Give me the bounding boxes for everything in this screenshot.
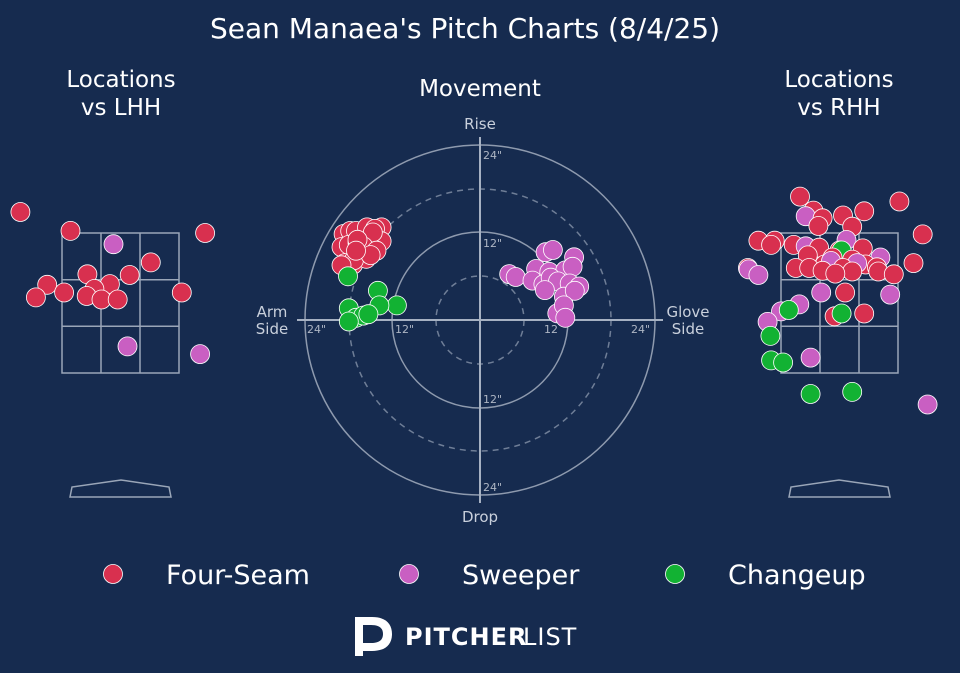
lhh-point-sweeper-16	[117, 336, 138, 357]
ring-label-right-12: 12	[544, 323, 558, 336]
movement-point-sweeper-39	[505, 267, 526, 287]
lhh-home-plate	[69, 479, 172, 498]
rhh-panel-title-line1: Locations	[784, 67, 893, 93]
lhh-point-four-seam-2	[195, 223, 216, 243]
rhh-point-four-seam-0	[790, 186, 810, 207]
lhh-point-four-seam-12	[171, 282, 192, 303]
lhh-point-four-seam-6	[119, 265, 140, 285]
movement-point-sweeper-51	[555, 307, 576, 328]
rhh-point-changeup-56	[800, 384, 821, 404]
rhh-point-changeup-48	[831, 303, 852, 324]
movement-point-changeup-24	[386, 295, 407, 316]
rhh-point-sweeper-41	[880, 284, 901, 305]
legend-marker-changeup	[665, 564, 685, 584]
rhh-point-four-seam-43	[835, 282, 855, 303]
chart-title: Sean Manaea's Pitch Charts (8/4/25)	[210, 12, 720, 45]
movement-point-sweeper-48	[564, 280, 585, 301]
brand-name-light: LIST	[523, 623, 577, 651]
lhh-point-four-seam-4	[140, 252, 161, 273]
movement-point-sweeper-37	[562, 256, 583, 277]
legend-label-sweeper: Sweeper	[462, 560, 580, 591]
legend-marker-four-seam	[103, 564, 123, 584]
movement-points	[331, 217, 590, 332]
axis-label-rise: Rise	[464, 115, 496, 133]
lhh-point-four-seam-10	[54, 282, 74, 303]
rhh-point-changeup-46	[778, 300, 799, 320]
rhh-point-four-seam-40	[883, 264, 904, 285]
lhh-panel-title-line1: Locations	[66, 67, 175, 93]
legend-label-changeup: Changeup	[728, 560, 866, 591]
rhh-point-four-seam-1	[889, 191, 910, 212]
movement-plot: 24" 12" 12" 24" 24" 12" 12 24" Rise Drop…	[256, 115, 710, 526]
rhh-point-sweeper-54	[800, 347, 821, 368]
legend-label-four-seam: Four-Seam	[166, 560, 310, 591]
movement-point-sweeper-32	[543, 240, 563, 260]
lhh-point-sweeper-17	[190, 344, 211, 365]
lhh-point-four-seam-1	[60, 220, 81, 241]
movement-point-sweeper-46	[535, 280, 555, 301]
ring-label-left-12: 12"	[395, 323, 414, 336]
rhh-point-changeup-53	[773, 352, 793, 373]
axis-label-glove-line1: Glove	[666, 303, 709, 321]
axis-label-glove-line2: Side	[672, 320, 704, 338]
rhh-location-points	[738, 186, 938, 415]
rhh-point-changeup-55	[842, 381, 863, 402]
lhh-strike-zone	[61, 232, 180, 374]
rhh-point-sweeper-57	[917, 394, 938, 415]
rhh-point-sweeper-42	[811, 282, 832, 303]
pitcherlist-p-icon	[355, 617, 392, 656]
pitcherlist-logo: PITCHER LIST	[355, 617, 577, 656]
rhh-point-four-seam-9	[912, 224, 933, 245]
ring-label-top-12: 12"	[483, 237, 502, 250]
rhh-point-four-seam-3	[854, 201, 875, 222]
lhh-point-four-seam-15	[107, 289, 128, 310]
axis-label-drop: Drop	[462, 508, 498, 526]
axis-label-arm-line2: Side	[256, 320, 288, 338]
rhh-point-changeup-51	[760, 325, 781, 346]
lhh-point-sweeper-3	[103, 234, 124, 255]
rhh-point-four-seam-36	[842, 261, 863, 282]
movement-point-changeup-22	[338, 266, 358, 287]
lhh-point-four-seam-13	[26, 287, 46, 308]
rhh-point-four-seam-38	[825, 263, 846, 284]
rhh-point-four-seam-7	[808, 216, 829, 236]
brand-name-bold: PITCHER	[405, 623, 527, 651]
movement-title: Movement	[419, 76, 541, 102]
lhh-panel-title-line2: vs LHH	[81, 95, 161, 121]
rhh-point-four-seam-49	[854, 303, 875, 324]
legend: Four-Seam Sweeper Changeup	[103, 560, 866, 591]
axis-label-arm-line1: Arm	[257, 303, 288, 321]
legend-marker-sweeper	[399, 564, 419, 584]
lhh-point-four-seam-0	[10, 202, 31, 222]
movement-point-four-seam-20	[346, 240, 366, 261]
movement-point-changeup-30	[338, 311, 359, 332]
ring-label-bottom-24: 24"	[483, 481, 502, 494]
lhh-point-four-seam-7	[37, 274, 58, 295]
ring-label-left-24: 24"	[307, 323, 326, 336]
lhh-location-points	[10, 202, 216, 365]
rhh-point-sweeper-39	[748, 265, 769, 285]
ring-label-right-24: 24"	[631, 323, 650, 336]
ring-label-top-24: 24"	[483, 149, 502, 162]
rhh-home-plate	[788, 479, 891, 498]
movement-point-changeup-29	[358, 304, 379, 325]
ring-label-bottom-12: 12"	[483, 393, 502, 406]
rhh-point-four-seam-13	[761, 234, 781, 255]
rhh-panel-title-line2: vs RHH	[797, 95, 880, 121]
rhh-point-four-seam-33	[903, 253, 924, 274]
